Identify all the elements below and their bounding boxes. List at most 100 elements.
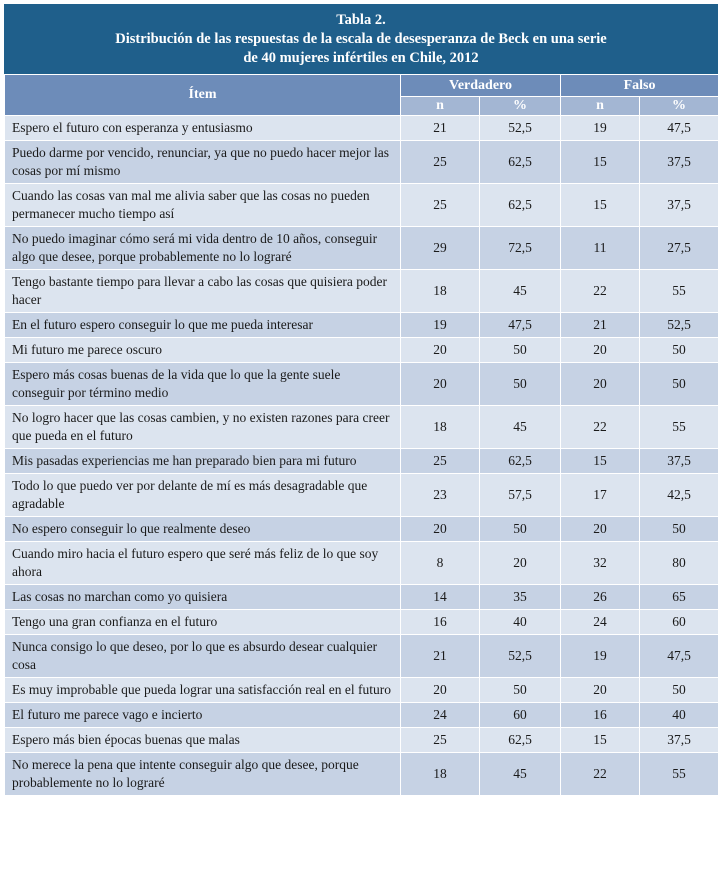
verdadero-pct-cell: 20: [479, 541, 561, 585]
verdadero-pct-cell: 40: [479, 609, 561, 635]
item-cell: En el futuro espero conseguir lo que me …: [4, 312, 401, 338]
verdadero-pct-cell: 50: [479, 677, 561, 703]
table-body: Espero el futuro con esperanza y entusia…: [4, 115, 720, 796]
item-cell: No espero conseguir lo que realmente des…: [4, 516, 401, 542]
table-row: Cuando miro hacia el futuro espero que s…: [4, 541, 720, 585]
table-row: El futuro me parece vago e incierto 24 60 1…: [4, 702, 720, 728]
header-falso-n: n: [560, 96, 640, 116]
verdadero-n-cell: 19: [400, 312, 480, 338]
table-row: Espero el futuro con esperanza y entusia…: [4, 115, 720, 141]
table-row: Espero más cosas buenas de la vida que l…: [4, 362, 720, 406]
verdadero-n-cell: 18: [400, 752, 480, 796]
verdadero-pct-cell: 52,5: [479, 634, 561, 678]
verdadero-pct-cell: 62,5: [479, 727, 561, 753]
verdadero-n-cell: 20: [400, 516, 480, 542]
verdadero-pct-cell: 45: [479, 405, 561, 449]
falso-n-cell: 24: [560, 609, 640, 635]
verdadero-pct-cell: 62,5: [479, 183, 561, 227]
falso-pct-cell: 37,5: [638, 140, 720, 184]
table-row: No espero conseguir lo que realmente des…: [4, 516, 720, 542]
verdadero-n-cell: 18: [400, 405, 480, 449]
table-caption-line-2: de 40 mujeres infértiles en Chile, 2012: [243, 50, 479, 66]
verdadero-n-cell: 20: [400, 677, 480, 703]
falso-n-cell: 20: [560, 516, 640, 542]
verdadero-pct-cell: 62,5: [479, 448, 561, 474]
item-cell: Nunca consigo lo que deseo, por lo que e…: [4, 634, 401, 678]
falso-n-cell: 21: [560, 312, 640, 338]
falso-pct-cell: 42,5: [638, 473, 720, 517]
falso-pct-cell: 65: [638, 584, 720, 610]
falso-pct-cell: 50: [638, 677, 720, 703]
falso-pct-cell: 37,5: [638, 448, 720, 474]
falso-n-cell: 20: [560, 362, 640, 406]
falso-n-cell: 26: [560, 584, 640, 610]
falso-n-cell: 19: [560, 115, 640, 141]
falso-n-cell: 19: [560, 634, 640, 678]
table-row: Es muy improbable que pueda lograr una s…: [4, 677, 720, 703]
item-cell: No puedo imaginar cómo será mi vida dent…: [4, 226, 401, 270]
item-cell: Cuando las cosas van mal me alivia saber…: [4, 183, 401, 227]
verdadero-n-cell: 23: [400, 473, 480, 517]
item-cell: No merece la pena que intente conseguir …: [4, 752, 401, 796]
falso-n-cell: 11: [560, 226, 640, 270]
verdadero-pct-cell: 45: [479, 269, 561, 313]
verdadero-pct-cell: 57,5: [479, 473, 561, 517]
falso-n-cell: 32: [560, 541, 640, 585]
table-row: Puedo darme por vencido, renunciar, ya q…: [4, 140, 720, 184]
item-cell: Cuando miro hacia el futuro espero que s…: [4, 541, 401, 585]
verdadero-n-cell: 21: [400, 634, 480, 678]
verdadero-pct-cell: 62,5: [479, 140, 561, 184]
item-cell: Puedo darme por vencido, renunciar, ya q…: [4, 140, 401, 184]
table-row: Todo lo que puedo ver por delante de mí …: [4, 473, 720, 517]
table-row: Mis pasadas experiencias me han preparad…: [4, 448, 720, 474]
falso-pct-cell: 52,5: [638, 312, 720, 338]
verdadero-pct-cell: 35: [479, 584, 561, 610]
table-row: No merece la pena que intente conseguir …: [4, 752, 720, 796]
falso-n-cell: 17: [560, 473, 640, 517]
falso-pct-cell: 40: [638, 702, 720, 728]
item-cell: Mis pasadas experiencias me han preparad…: [4, 448, 401, 474]
data-table: Ítem Verdadero Falso n % n % Espero el f…: [4, 74, 720, 796]
falso-pct-cell: 47,5: [638, 634, 720, 678]
table-row: En el futuro espero conseguir lo que me …: [4, 312, 720, 338]
falso-n-cell: 22: [560, 269, 640, 313]
table-row: Mi futuro me parece oscuro 20 50 20 50: [4, 337, 720, 363]
table-row: Las cosas no marchan como yo quisiera 14 3…: [4, 584, 720, 610]
table-row: Cuando las cosas van mal me alivia saber…: [4, 183, 720, 227]
item-cell: El futuro me parece vago e incierto: [4, 702, 401, 728]
table-row: Tengo una gran confianza en el futuro 16 4…: [4, 609, 720, 635]
verdadero-pct-cell: 47,5: [479, 312, 561, 338]
table-row: Tengo bastante tiempo para llevar a cabo…: [4, 269, 720, 313]
verdadero-n-cell: 8: [400, 541, 480, 585]
table-container: Tabla 2. Distribución de las respuestas …: [4, 4, 720, 796]
table-row: No logro hacer que las cosas cambien, y …: [4, 405, 720, 449]
falso-n-cell: 16: [560, 702, 640, 728]
falso-pct-cell: 50: [638, 516, 720, 542]
verdadero-pct-cell: 45: [479, 752, 561, 796]
verdadero-n-cell: 21: [400, 115, 480, 141]
falso-n-cell: 22: [560, 752, 640, 796]
table-row: No puedo imaginar cómo será mi vida dent…: [4, 226, 720, 270]
header-verdadero-n: n: [400, 96, 480, 116]
verdadero-pct-cell: 50: [479, 516, 561, 542]
verdadero-pct-cell: 50: [479, 337, 561, 363]
table-caption-line-1: Distribución de las respuestas de la esc…: [115, 31, 607, 47]
verdadero-n-cell: 25: [400, 183, 480, 227]
table-row: Nunca consigo lo que deseo, por lo que e…: [4, 634, 720, 678]
verdadero-pct-cell: 60: [479, 702, 561, 728]
verdadero-n-cell: 25: [400, 448, 480, 474]
item-cell: No logro hacer que las cosas cambien, y …: [4, 405, 401, 449]
falso-n-cell: 20: [560, 677, 640, 703]
verdadero-n-cell: 20: [400, 362, 480, 406]
header-item: Ítem: [4, 74, 401, 116]
verdadero-n-cell: 25: [400, 140, 480, 184]
table-title: Tabla 2. Distribución de las respuestas …: [4, 4, 718, 74]
table-number: Tabla 2.: [336, 12, 386, 28]
falso-n-cell: 22: [560, 405, 640, 449]
falso-n-cell: 15: [560, 183, 640, 227]
falso-pct-cell: 55: [638, 269, 720, 313]
falso-n-cell: 20: [560, 337, 640, 363]
item-cell: Las cosas no marchan como yo quisiera: [4, 584, 401, 610]
verdadero-pct-cell: 50: [479, 362, 561, 406]
item-cell: Todo lo que puedo ver por delante de mí …: [4, 473, 401, 517]
